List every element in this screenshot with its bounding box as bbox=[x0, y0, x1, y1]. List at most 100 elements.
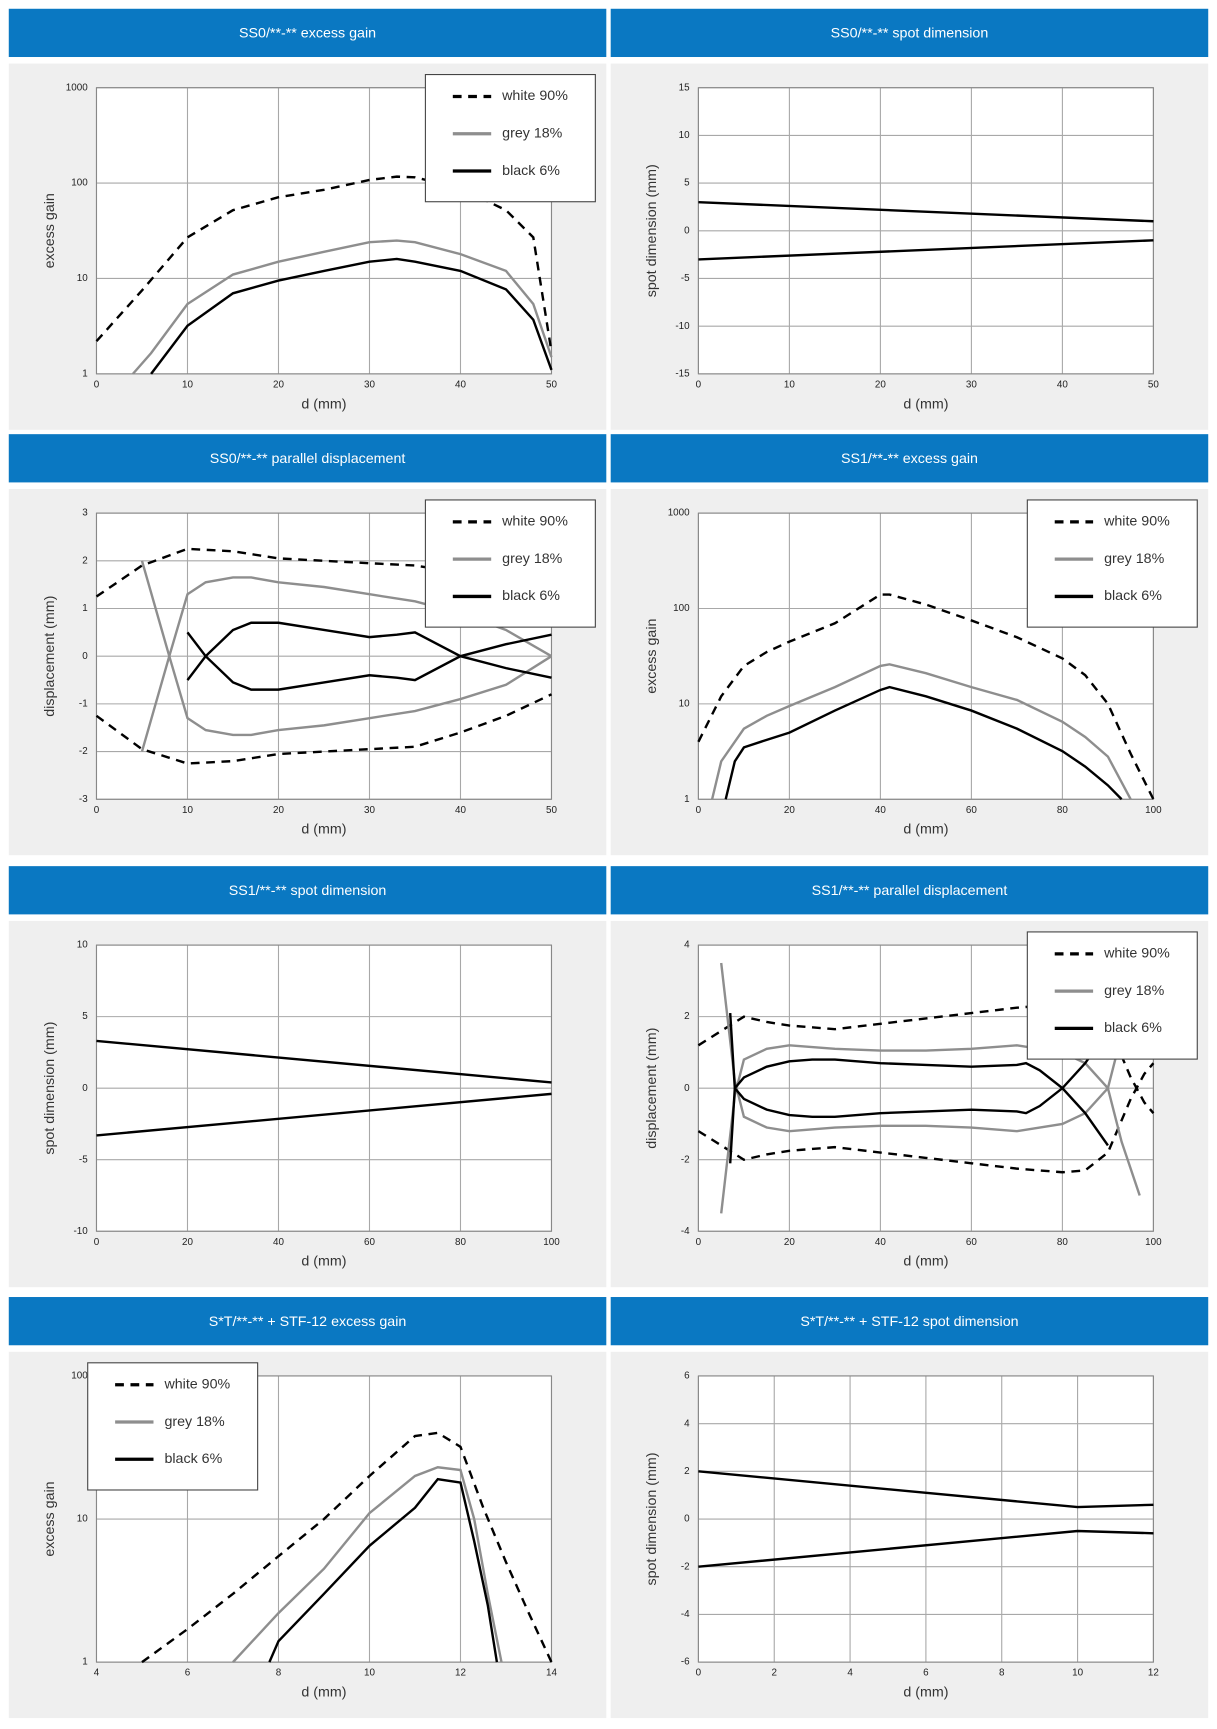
x-tick-label: 2 bbox=[771, 1668, 776, 1679]
x-tick-label: 10 bbox=[182, 379, 193, 390]
data-line bbox=[720, 1044, 1141, 1214]
x-tick-label: 0 bbox=[696, 1668, 702, 1679]
data-line bbox=[186, 621, 552, 681]
x-tick-label: 10 bbox=[784, 379, 795, 390]
x-tick-label: 0 bbox=[696, 379, 702, 390]
y-axis-label: excess gain bbox=[42, 193, 58, 268]
x-tick-label: 40 bbox=[455, 379, 466, 390]
legend-label: grey 18% bbox=[1104, 983, 1165, 999]
data-line bbox=[697, 593, 1155, 800]
legend-label: grey 18% bbox=[502, 551, 563, 567]
x-tick-label: 40 bbox=[455, 805, 466, 816]
y-tick-label: -2 bbox=[681, 1561, 690, 1572]
data-line bbox=[728, 1058, 1109, 1164]
x-axis-label: d (mm) bbox=[903, 822, 948, 838]
x-tick-label: 0 bbox=[696, 1237, 702, 1248]
y-tick-label: 4 bbox=[684, 1418, 690, 1429]
panel-header bbox=[610, 866, 1209, 915]
y-tick-label: -15 bbox=[675, 368, 690, 379]
x-tick-label: 0 bbox=[94, 379, 100, 390]
panel-header bbox=[8, 8, 607, 58]
y-tick-label: 2 bbox=[82, 555, 87, 566]
plot-border bbox=[697, 1375, 1154, 1663]
data-line bbox=[95, 693, 553, 765]
y-tick-label: 2 bbox=[684, 1011, 689, 1022]
x-axis-label: d (mm) bbox=[903, 396, 948, 412]
y-tick-label: 100 bbox=[71, 178, 88, 189]
data-line bbox=[698, 200, 1154, 223]
x-tick-label: 40 bbox=[875, 805, 886, 816]
x-tick-label: 12 bbox=[455, 1668, 466, 1679]
y-tick-label: -10 bbox=[675, 321, 690, 332]
x-tick-label: 10 bbox=[364, 1668, 375, 1679]
y-tick-label: 10 bbox=[77, 1514, 88, 1525]
y-tick-label: -2 bbox=[79, 746, 88, 757]
y-tick-label: -2 bbox=[681, 1154, 690, 1165]
x-tick-label: 8 bbox=[276, 1668, 282, 1679]
panel-header bbox=[610, 1297, 1209, 1346]
x-tick-label: 20 bbox=[784, 1237, 795, 1248]
y-tick-label: -4 bbox=[681, 1226, 690, 1237]
x-tick-label: 6 bbox=[185, 1668, 191, 1679]
y-tick-label: 0 bbox=[82, 651, 88, 662]
y-axis-label: spot dimension (mm) bbox=[644, 164, 660, 297]
x-tick-label: 100 bbox=[1145, 1237, 1162, 1248]
x-tick-label: 60 bbox=[966, 1237, 977, 1248]
x-axis-label: d (mm) bbox=[301, 1254, 346, 1270]
chart-title: SS1/**-** excess gain bbox=[841, 451, 978, 467]
y-tick-label: 2 bbox=[684, 1466, 689, 1477]
y-tick-label: 0 bbox=[684, 1514, 690, 1525]
y-tick-label: -10 bbox=[73, 1226, 88, 1237]
y-tick-label: 10 bbox=[679, 130, 690, 141]
y-tick-label: -1 bbox=[79, 698, 88, 709]
x-tick-label: 80 bbox=[455, 1237, 466, 1248]
x-axis-label: d (mm) bbox=[301, 396, 346, 412]
data-line bbox=[232, 1466, 503, 1663]
x-tick-label: 30 bbox=[966, 379, 977, 390]
data-line bbox=[268, 1477, 499, 1663]
x-tick-label: 20 bbox=[273, 805, 284, 816]
data-line bbox=[697, 1002, 1155, 1114]
y-tick-label: -6 bbox=[681, 1657, 690, 1668]
x-tick-label: 0 bbox=[696, 805, 702, 816]
y-tick-label: 0 bbox=[82, 1083, 88, 1094]
x-tick-label: 4 bbox=[847, 1668, 853, 1679]
panel-header bbox=[610, 434, 1209, 483]
x-tick-label: 10 bbox=[182, 805, 193, 816]
y-tick-label: 1 bbox=[82, 1657, 87, 1668]
y-tick-label: 3 bbox=[82, 508, 88, 519]
chart-title: SS0/**-** excess gain bbox=[239, 26, 376, 42]
x-tick-label: 20 bbox=[273, 379, 284, 390]
legend-label: black 6% bbox=[502, 163, 560, 179]
plot-border bbox=[95, 1375, 553, 1663]
data-line bbox=[698, 1470, 1154, 1509]
x-tick-label: 30 bbox=[364, 379, 375, 390]
x-tick-label: 60 bbox=[364, 1237, 375, 1248]
y-axis-label: spot dimension (mm) bbox=[644, 1453, 660, 1586]
y-tick-label: 1000 bbox=[66, 82, 88, 93]
x-tick-label: 80 bbox=[1057, 805, 1068, 816]
y-tick-label: 1 bbox=[82, 368, 87, 379]
y-tick-label: -4 bbox=[681, 1609, 690, 1620]
data-line bbox=[710, 663, 1132, 800]
x-tick-label: 6 bbox=[923, 1668, 929, 1679]
panel-header bbox=[610, 8, 1209, 58]
data-line bbox=[96, 1039, 552, 1084]
data-line bbox=[728, 1012, 1109, 1118]
data-line bbox=[150, 257, 553, 375]
y-tick-label: 1 bbox=[82, 603, 87, 614]
data-line bbox=[140, 560, 553, 737]
x-tick-label: 20 bbox=[182, 1237, 193, 1248]
panel-header bbox=[8, 434, 607, 483]
chart-title: SS1/**-** spot dimension bbox=[229, 883, 387, 899]
chart-title: SS0/**-** spot dimension bbox=[831, 26, 989, 42]
data-line bbox=[720, 962, 1141, 1133]
x-axis-label: d (mm) bbox=[301, 1685, 346, 1701]
y-tick-label: -3 bbox=[79, 794, 88, 805]
y-tick-label: 100 bbox=[673, 603, 690, 614]
plot-border bbox=[697, 512, 1154, 800]
data-line bbox=[96, 1092, 552, 1137]
y-tick-label: -5 bbox=[79, 1154, 88, 1165]
y-tick-label: 0 bbox=[684, 1083, 690, 1094]
